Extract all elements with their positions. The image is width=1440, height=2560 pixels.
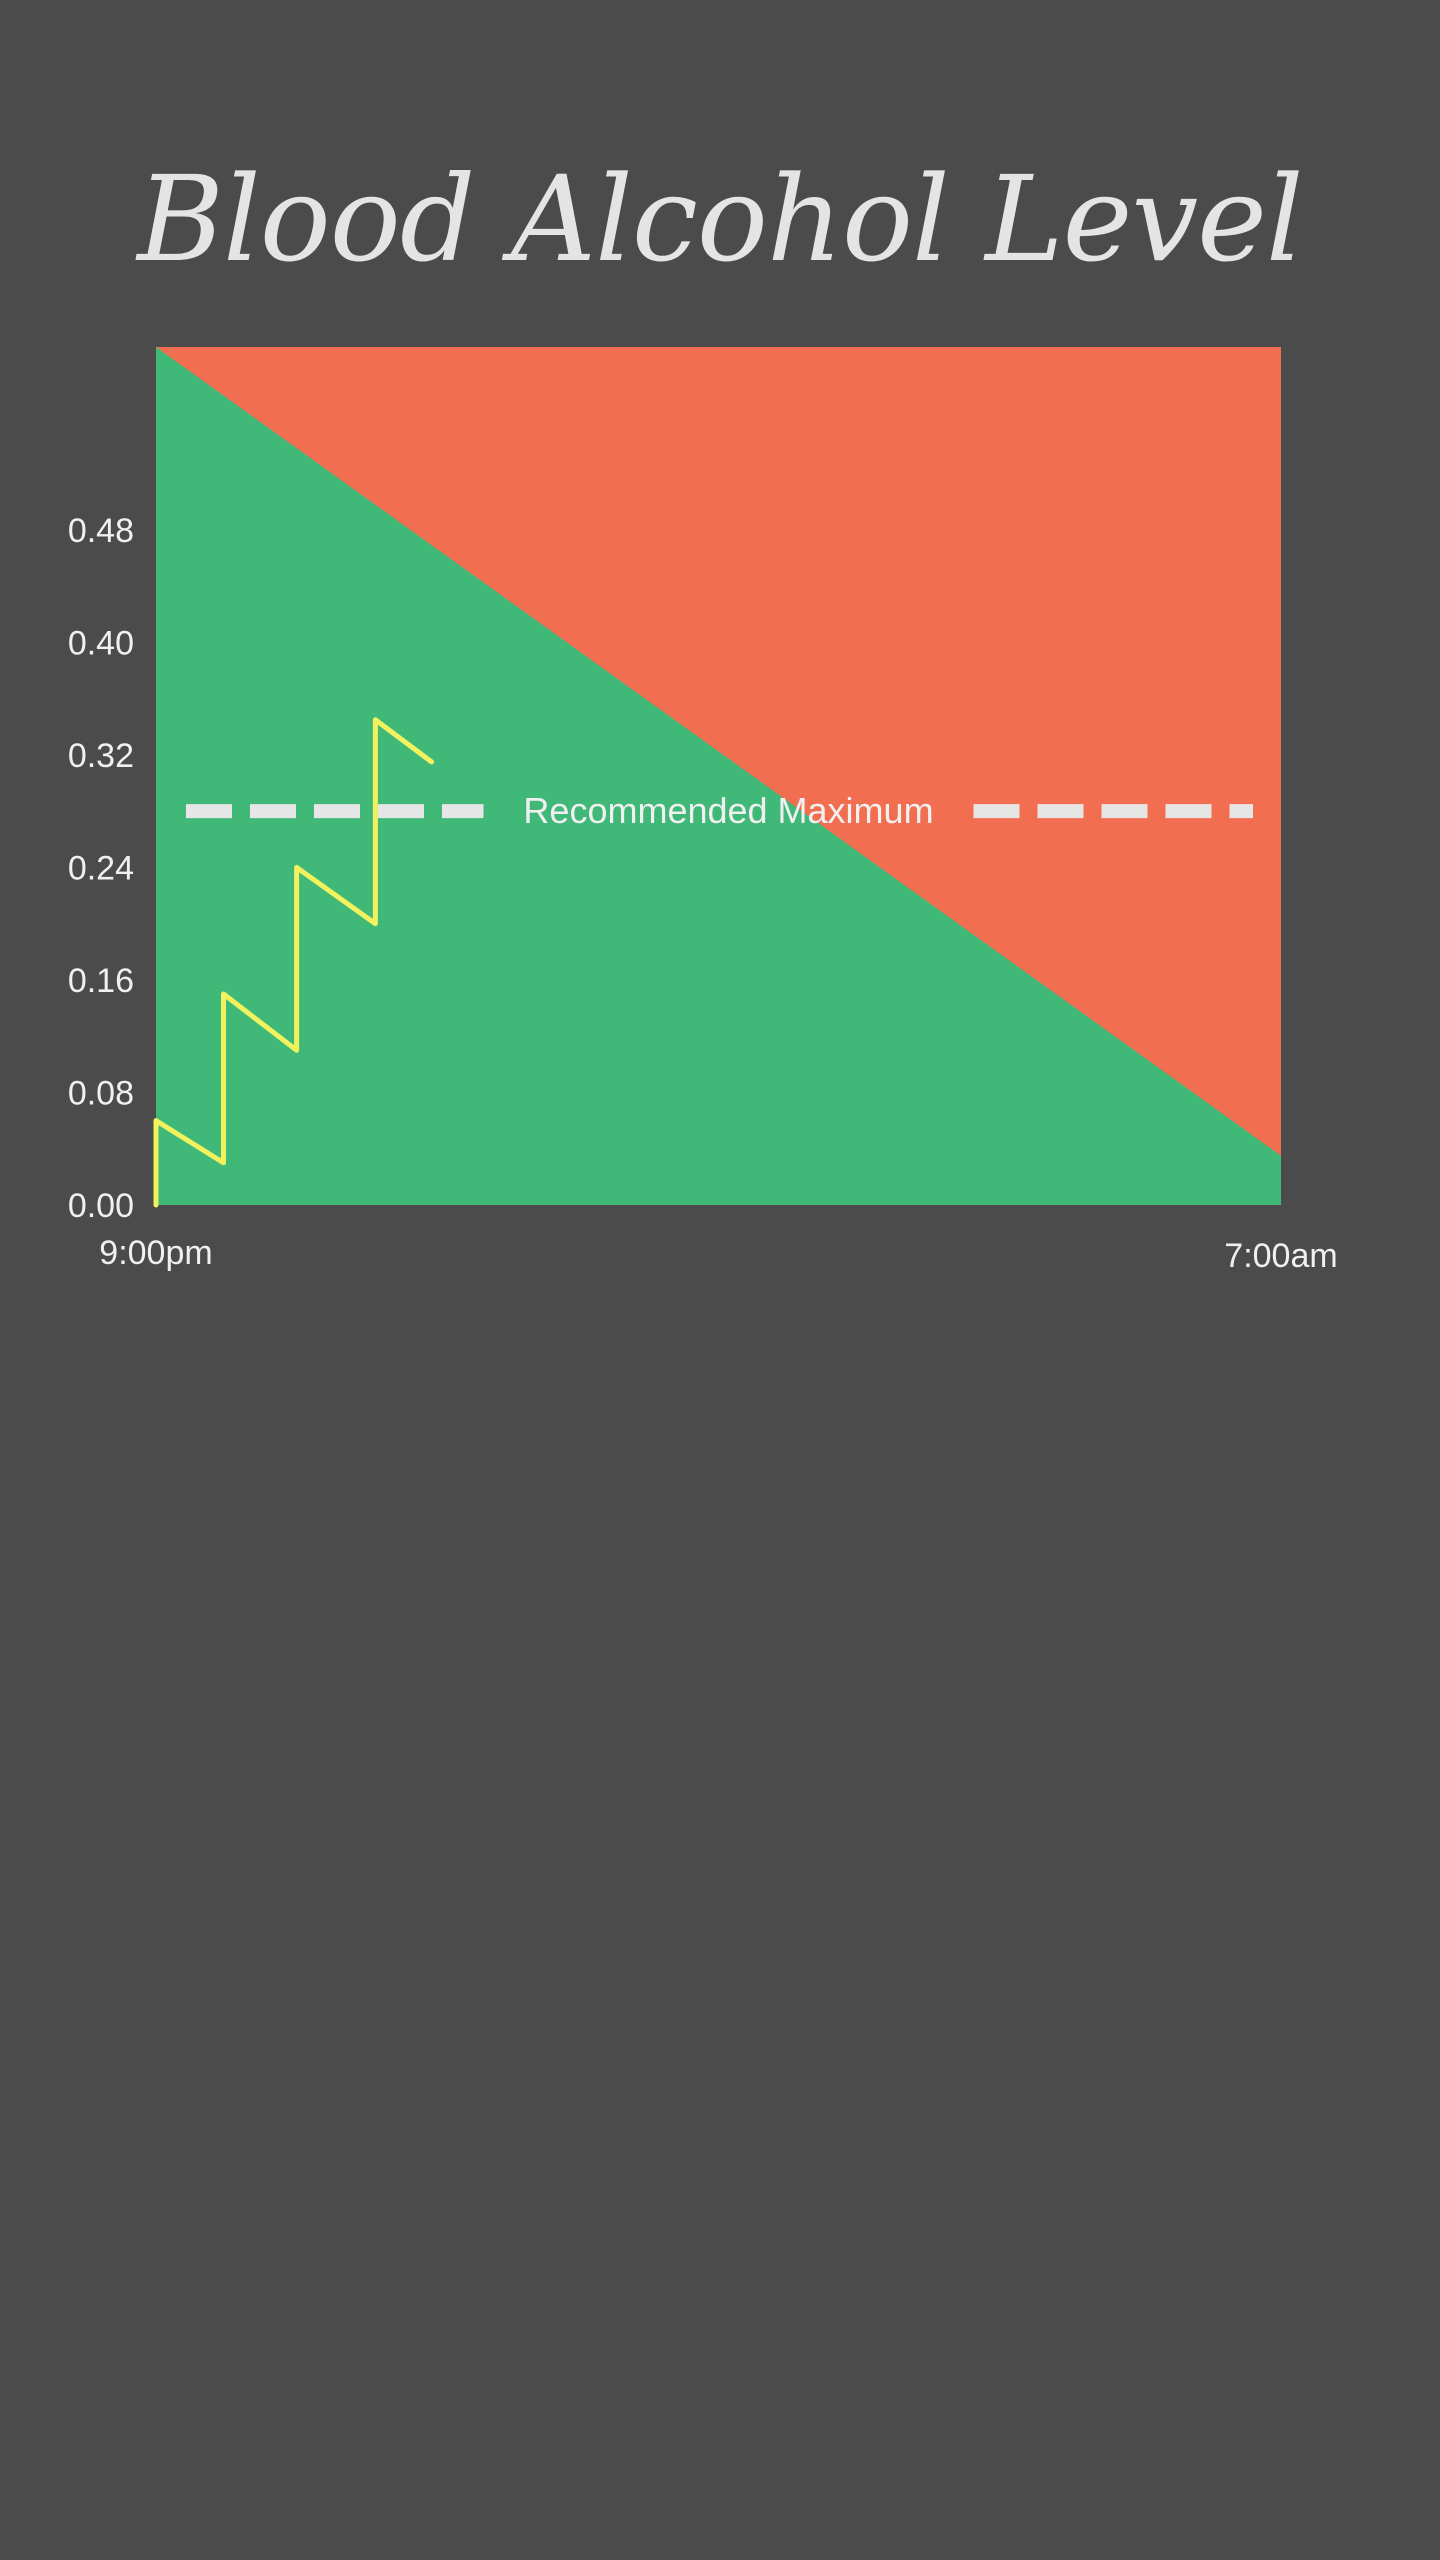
zone-layer xyxy=(156,347,1281,1205)
danger-zone xyxy=(156,347,1281,1156)
y-tick-label: 0.40 xyxy=(68,624,134,662)
reference-line-label: Recommended Maximum xyxy=(523,790,933,831)
y-tick-label: 0.24 xyxy=(68,849,134,887)
y-tick-label: 0.00 xyxy=(68,1187,134,1225)
bac-chart: Recommended Maximum 0.00 0.08 0.16 0.24 0.32… xyxy=(68,347,1338,1275)
y-tick-label: 0.16 xyxy=(68,962,134,1000)
y-tick-label: 0.32 xyxy=(68,737,134,775)
x-tick-label-start: 9:00pm xyxy=(99,1234,212,1272)
y-axis-ticks: 0.00 0.08 0.16 0.24 0.32 0.40 0.48 xyxy=(68,512,134,1225)
x-axis-ticks: 9:00pm 7:00am xyxy=(99,1234,1337,1275)
series-layer xyxy=(153,717,435,1208)
page-title: Blood Alcohol Level xyxy=(137,150,1303,288)
x-tick-label-end: 7:00am xyxy=(1224,1237,1337,1275)
y-tick-label: 0.08 xyxy=(68,1074,134,1112)
y-tick-label: 0.48 xyxy=(68,512,134,550)
reference-line-group: Recommended Maximum xyxy=(186,790,1253,831)
